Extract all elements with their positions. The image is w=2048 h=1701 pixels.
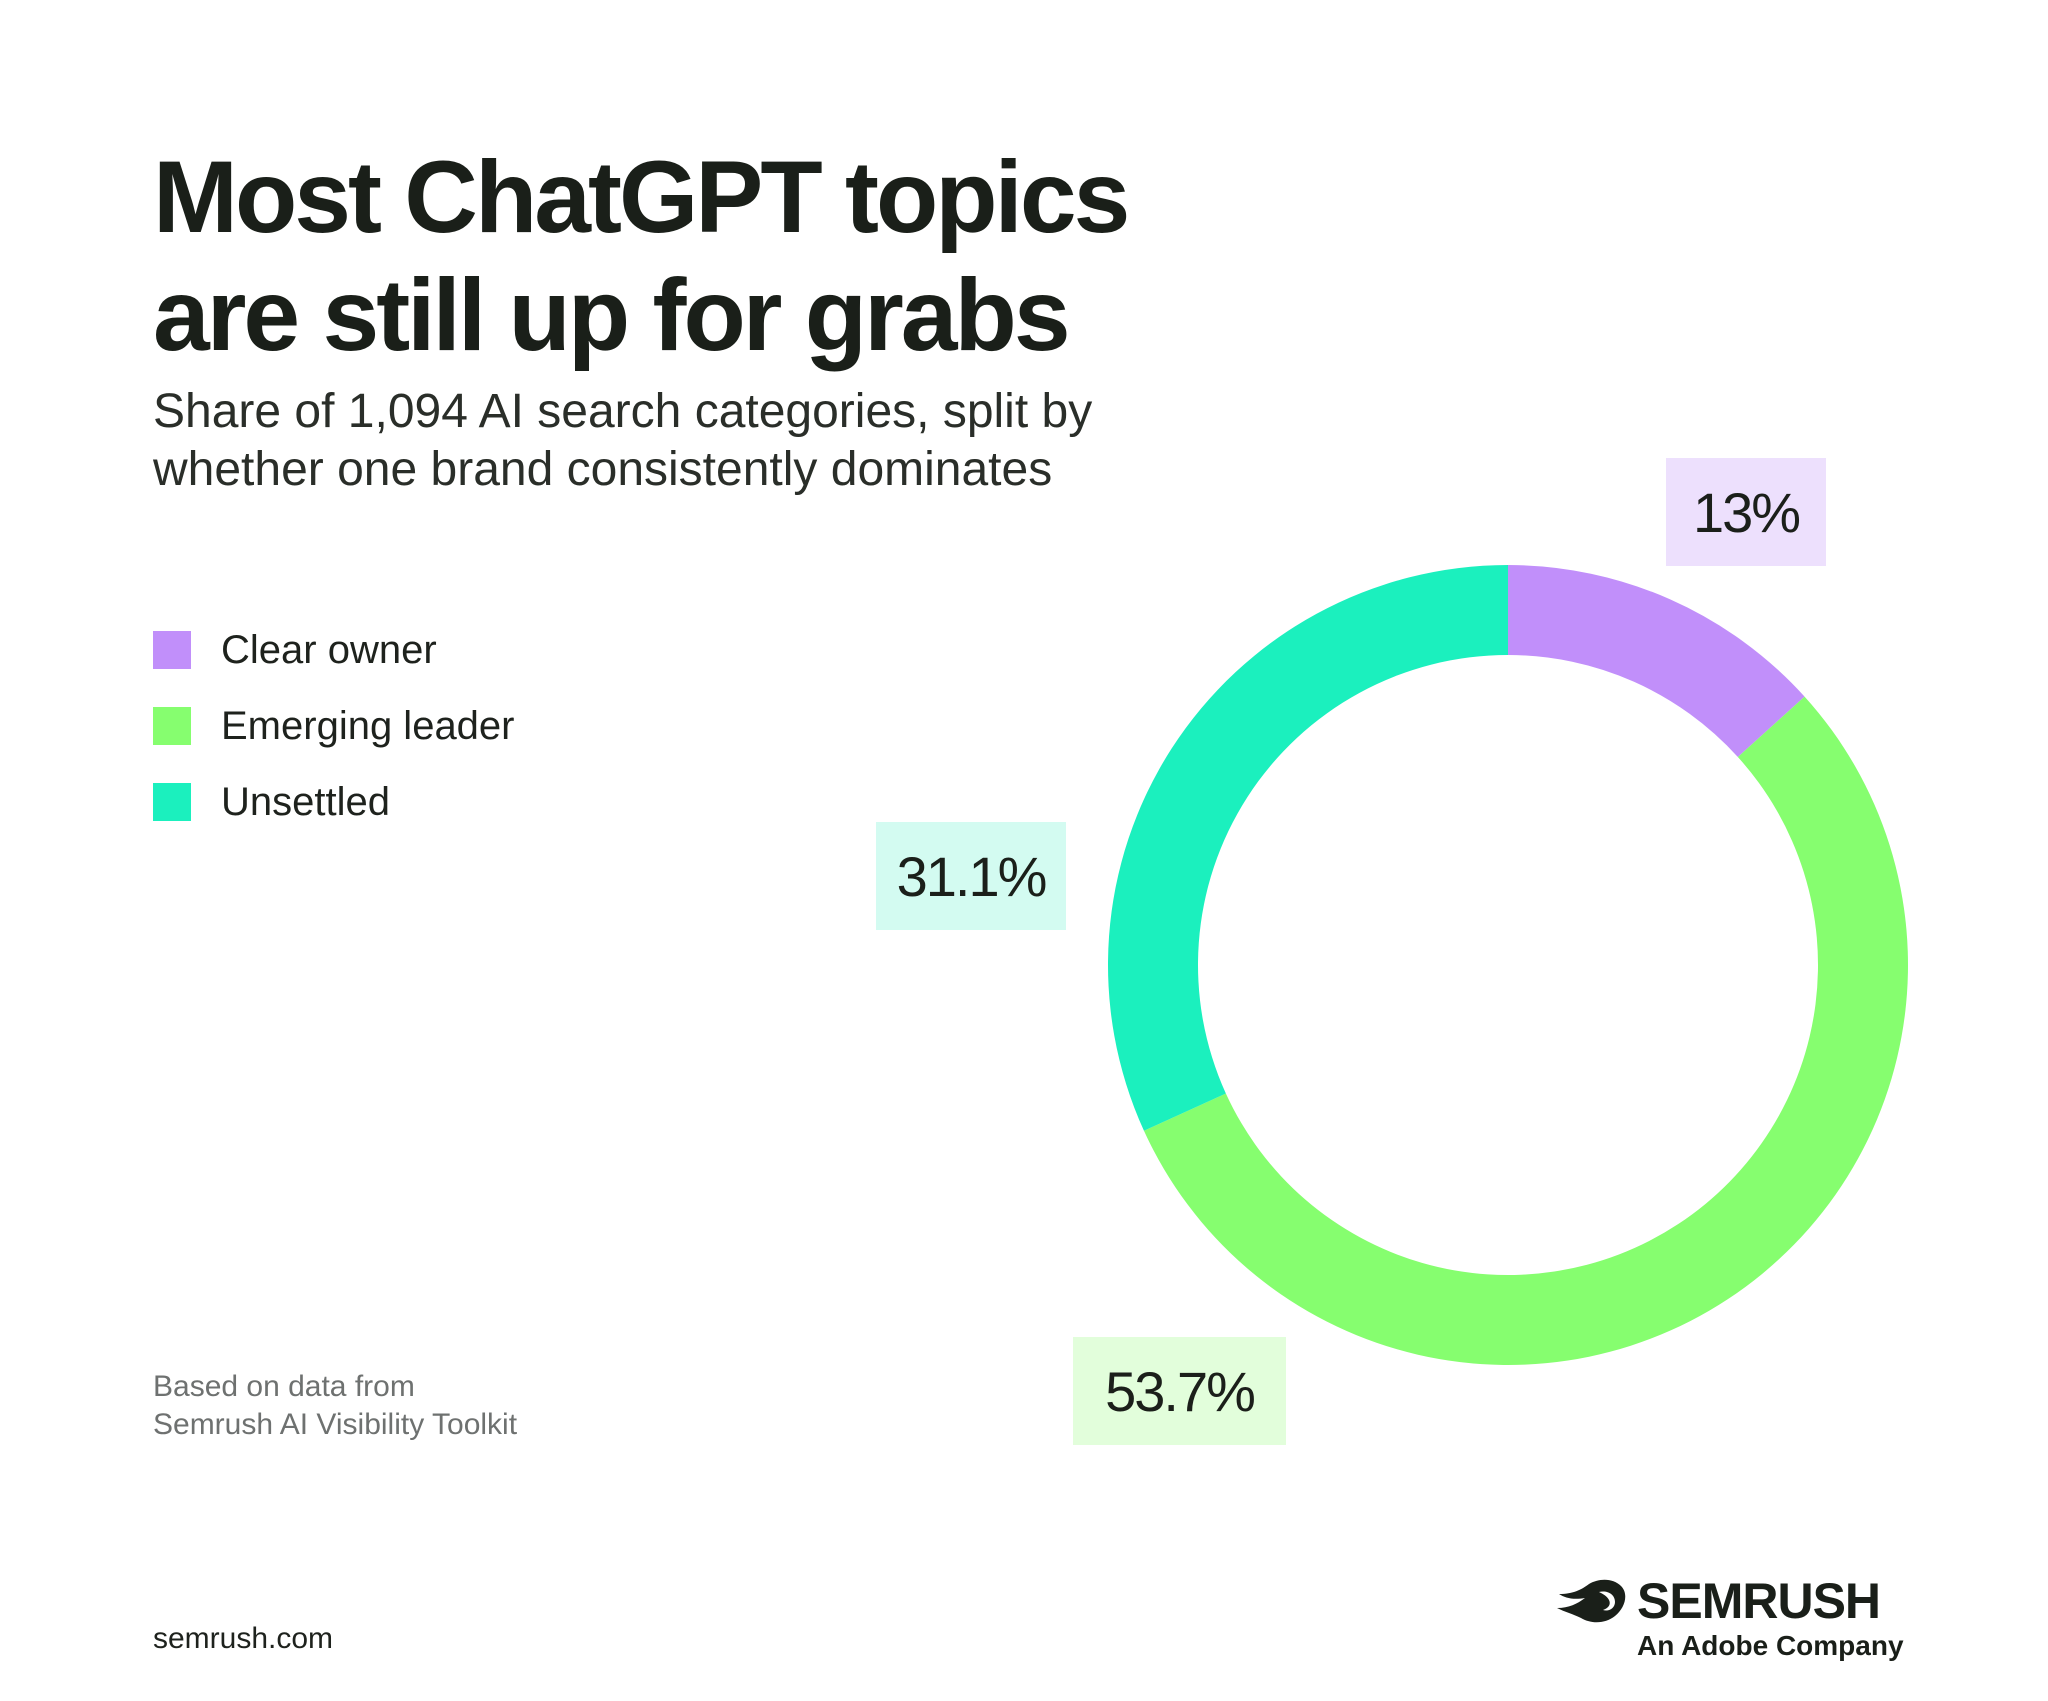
legend-item-clear-owner: Clear owner [153,612,515,688]
data-label-clear-owner: 13% [1666,458,1826,566]
legend-item-unsettled: Unsettled [153,764,515,840]
legend-label-clear-owner: Clear owner [221,627,437,672]
data-label-emerging-leader: 53.7% [1073,1337,1286,1445]
subtitle-line-1: Share of 1,094 AI search categories, spl… [153,385,1093,438]
chart-legend: Clear owner Emerging leader Unsettled [153,612,515,840]
legend-swatch-unsettled [153,783,191,821]
semrush-fireball-icon [1557,1579,1626,1623]
source-line-2: Semrush AI Visibility Toolkit [153,1408,518,1441]
legend-label-emerging-leader: Emerging leader [221,703,515,748]
donut-slice-emerging-leader [1143,696,1908,1365]
donut-slice-unsettled [1108,565,1508,1131]
legend-item-emerging-leader: Emerging leader [153,688,515,764]
subtitle-line-2: whether one brand consistently dominates [153,443,1053,496]
site-url: semrush.com [153,1622,334,1655]
chart-subtitle: Share of 1,094 AI search categories, spl… [153,383,1253,499]
legend-swatch-emerging-leader [153,707,191,745]
source-note: Based on data from Semrush AI Visibility… [153,1368,517,1444]
donut-slice-clear-owner [1508,565,1805,757]
data-label-unsettled: 31.1% [876,822,1066,930]
brand-name: SEMRUSH [1637,1573,1881,1629]
brand-logo: SEMRUSH An Adobe Company [1555,1572,1910,1662]
title-line-2: are still up for grabs [153,258,1071,372]
chart-title: Most ChatGPT topics are still up for gra… [153,138,1353,374]
brand-tagline: An Adobe Company [1637,1630,1904,1661]
legend-swatch-clear-owner [153,631,191,669]
source-line-1: Based on data from [153,1370,415,1403]
title-line-1: Most ChatGPT topics [153,140,1130,254]
legend-label-unsettled: Unsettled [221,779,390,824]
